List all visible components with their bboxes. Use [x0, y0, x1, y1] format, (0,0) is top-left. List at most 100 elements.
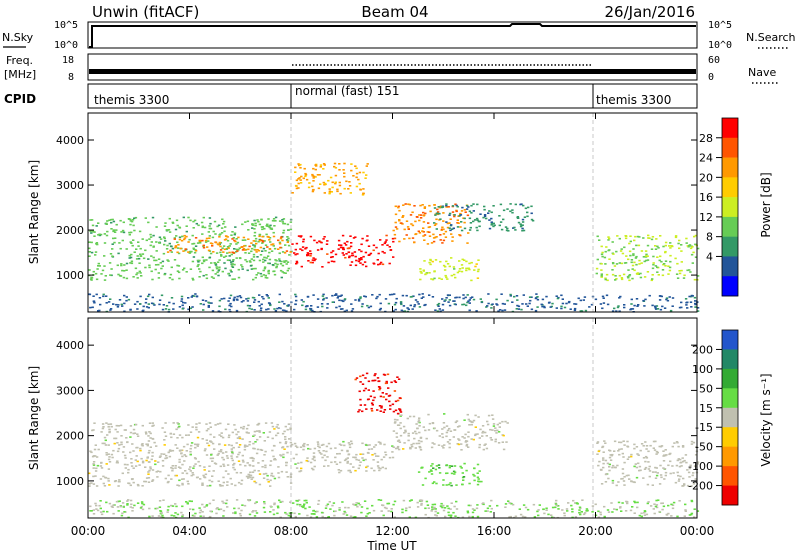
scatter-point: [597, 510, 600, 513]
scatter-point: [208, 465, 211, 467]
scatter-point: [644, 455, 648, 458]
scatter-point: [429, 469, 433, 471]
scatter-point: [339, 461, 342, 464]
scatter-point: [671, 297, 675, 299]
scatter-point: [392, 430, 396, 432]
scatter-point: [253, 299, 257, 301]
scatter-point: [536, 306, 539, 308]
scatter-point: [92, 230, 95, 233]
scatter-point: [209, 296, 213, 299]
scatter-point: [220, 254, 223, 256]
scatter-point: [495, 303, 498, 305]
scatter-point: [630, 453, 633, 456]
scatter-point: [270, 250, 274, 252]
scatter-point: [630, 298, 633, 301]
scatter-point: [141, 485, 144, 487]
scatter-point: [129, 431, 133, 434]
scatter-point: [248, 513, 252, 516]
scatter-point: [424, 273, 427, 276]
scatter-point: [297, 235, 301, 237]
scatter-point: [356, 505, 359, 508]
scatter-point: [140, 275, 143, 277]
scatter-point: [635, 244, 638, 247]
scatter-point: [234, 428, 237, 431]
scatter-point: [231, 459, 234, 462]
scatter-point: [433, 207, 437, 209]
scatter-point: [243, 446, 247, 448]
scatter-point: [201, 262, 204, 265]
scatter-point: [448, 265, 451, 268]
scatter-point: [264, 466, 267, 469]
cpid-label: CPID: [4, 92, 36, 106]
scatter-point: [266, 223, 269, 226]
scatter-point: [655, 504, 659, 506]
scatter-point: [659, 474, 663, 476]
scatter-point: [269, 228, 272, 230]
scatter-point: [105, 463, 108, 465]
scatter-point: [245, 298, 248, 300]
scatter-point: [466, 214, 470, 217]
scatter-point: [185, 472, 189, 475]
scatter-point: [234, 512, 237, 515]
scatter-point: [278, 220, 282, 222]
scatter-point: [349, 471, 352, 474]
scatter-point: [212, 470, 215, 472]
scatter-point: [684, 510, 687, 512]
scatter-point: [486, 510, 489, 512]
scatter-point: [478, 220, 481, 223]
scatter-point: [682, 460, 685, 463]
scatter-point: [598, 460, 601, 463]
scatter-point: [483, 208, 486, 211]
colorbar-tick-label: 16: [699, 191, 713, 204]
scatter-point: [110, 505, 113, 508]
scatter-point: [191, 277, 194, 280]
scatter-point: [281, 264, 285, 267]
scatter-point: [453, 268, 456, 270]
scatter-point: [239, 463, 242, 466]
scatter-point: [99, 233, 103, 236]
scatter-point: [243, 448, 247, 451]
scatter-point: [285, 471, 288, 473]
scatter-point: [176, 264, 179, 267]
scatter-point: [169, 449, 172, 451]
scatter-point: [259, 272, 263, 275]
scatter-point: [580, 310, 584, 312]
scatter-point: [679, 475, 682, 478]
scatter-point: [347, 442, 351, 444]
scatter-point: [653, 503, 656, 505]
scatter-point: [435, 218, 438, 221]
scatter-point: [438, 472, 442, 474]
scatter-point: [439, 260, 442, 263]
scatter-point: [199, 303, 202, 305]
scatter-point: [153, 259, 156, 262]
scatter-point: [92, 513, 96, 515]
scatter-point: [181, 436, 184, 439]
scatter-point: [665, 298, 668, 301]
scatter-point: [307, 186, 311, 189]
scatter-point: [355, 458, 358, 461]
scatter-point: [270, 243, 273, 246]
scatter-point: [347, 453, 350, 456]
scatter-point: [117, 510, 120, 512]
scatter-point: [289, 428, 292, 431]
scatter-point: [123, 310, 126, 313]
scatter-point: [210, 262, 213, 264]
scatter-point: [149, 244, 152, 247]
scatter-point: [230, 457, 234, 460]
scatter-point: [178, 425, 181, 428]
scatter-point: [203, 469, 206, 471]
scatter-point: [337, 469, 340, 471]
nsky-panel: N.Sky 10^5 10^0 10^5 10^0 N.Search: [2, 20, 796, 51]
scatter-point: [439, 218, 442, 220]
scatter-point: [364, 295, 367, 298]
scatter-point: [575, 502, 579, 504]
scatter-point: [494, 429, 497, 432]
scatter-point: [242, 427, 245, 430]
scatter-point: [314, 176, 317, 178]
scatter-point: [216, 423, 220, 425]
scatter-point: [379, 467, 382, 470]
scatter-point: [600, 276, 603, 278]
scatter-point: [465, 304, 468, 307]
scatter-point: [639, 276, 643, 279]
scatter-point: [660, 295, 663, 298]
